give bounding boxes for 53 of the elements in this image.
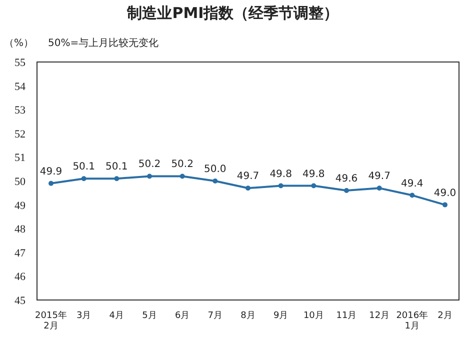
data-label: 50.0 bbox=[204, 164, 226, 175]
data-label: 49.9 bbox=[40, 166, 62, 178]
point bbox=[376, 186, 382, 191]
y-tick-label: 49 bbox=[14, 200, 26, 212]
point bbox=[180, 174, 185, 179]
point bbox=[81, 176, 86, 182]
point bbox=[147, 174, 152, 179]
data-label: 49.6 bbox=[335, 174, 358, 185]
text: 50%=与上月比较无变化 bbox=[48, 37, 159, 49]
data-label: 49.8 bbox=[302, 168, 325, 180]
point bbox=[344, 188, 349, 194]
y-tick-label: 52 bbox=[14, 128, 26, 140]
x-tick-label: 8月 bbox=[240, 311, 256, 321]
x-tick-label: 11月 bbox=[336, 311, 357, 321]
y-tick-label: 55 bbox=[14, 57, 26, 69]
data-label: 50.1 bbox=[72, 162, 95, 173]
y-axis-title: （%） bbox=[4, 38, 34, 49]
point bbox=[311, 183, 316, 188]
data-label: 49.0 bbox=[434, 188, 456, 199]
y-tick-label: 48 bbox=[14, 224, 26, 236]
x-tick-label: 3月 bbox=[76, 311, 92, 321]
point bbox=[114, 176, 120, 182]
y-tick-label: 46 bbox=[14, 271, 26, 284]
x-tick-label: 12月 bbox=[369, 311, 390, 321]
point bbox=[410, 192, 415, 198]
data-label: 49.4 bbox=[401, 178, 424, 190]
x-tick-label: 2月 bbox=[438, 311, 452, 321]
point bbox=[246, 186, 250, 191]
data-label: 50.2 bbox=[138, 159, 161, 170]
data-label: 50.2 bbox=[171, 159, 194, 170]
chart-title: 制造业PMI指数（经季节调整） bbox=[126, 4, 339, 22]
x-tick-label: 4月 bbox=[109, 311, 124, 321]
y-tick-label: 45 bbox=[14, 295, 26, 307]
data-label: 49.7 bbox=[236, 171, 260, 182]
x-tick-label: 6月 bbox=[174, 311, 190, 321]
x-tick-label: 2016年 1月 bbox=[396, 310, 428, 332]
x-tick-label: 10月 bbox=[303, 311, 324, 321]
y-tick-label: 51 bbox=[14, 152, 26, 164]
x-tick-label: 5月 bbox=[142, 311, 157, 321]
point bbox=[212, 178, 218, 184]
x-tick-label: 9月 bbox=[273, 311, 288, 321]
y-tick-label: 54 bbox=[14, 80, 26, 93]
y-tick-label: 50 bbox=[14, 176, 26, 188]
data-label: 50.1 bbox=[106, 162, 128, 173]
data-label: 49.7 bbox=[368, 171, 390, 182]
point bbox=[442, 202, 448, 208]
y-tick-label: 47 bbox=[14, 247, 26, 260]
data-label: 49.8 bbox=[270, 168, 292, 180]
point bbox=[278, 183, 284, 188]
x-tick-label: 2015年 2月 bbox=[35, 310, 67, 332]
point bbox=[48, 180, 54, 186]
x-tick-label: 7月 bbox=[208, 311, 223, 321]
y-tick-label: 53 bbox=[14, 104, 26, 117]
